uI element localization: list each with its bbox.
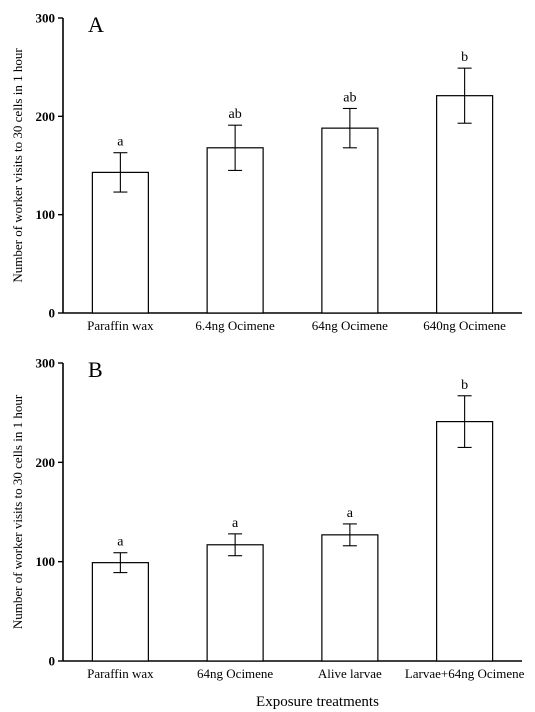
category-label: Larvae+64ng Ocimene: [405, 666, 525, 681]
y-axis-label: Number of worker visits to 30 cells in 1…: [10, 394, 25, 629]
category-label: 64ng Ocimene: [197, 666, 273, 681]
category-label: 640ng Ocimene: [423, 318, 506, 333]
panel-letter: A: [88, 12, 104, 37]
y-tick-label: 300: [36, 11, 56, 26]
bar: [206, 147, 264, 314]
panel-b: 0 100 200 300 a Paraffin wax a 64ng Ocimene a Ali…: [10, 356, 525, 711]
x-axis-label: Exposure treatments: [256, 694, 379, 710]
category-label: Alive larvae: [318, 666, 382, 681]
significance-label: ab: [343, 90, 356, 105]
y-tick-label: 100: [36, 207, 56, 222]
significance-label: a: [117, 135, 124, 150]
significance-label: a: [347, 506, 354, 521]
category-label: 64ng Ocimene: [312, 318, 388, 333]
significance-label: a: [232, 516, 239, 531]
y-tick-label: 0: [49, 306, 56, 321]
significance-label: b: [461, 50, 468, 65]
significance-label: ab: [229, 107, 242, 122]
y-tick-label: 200: [36, 455, 56, 470]
bar: [321, 534, 379, 662]
panel-a: 0 100 200 300 a Paraffin wax ab 6.4ng Ocimene ab…: [10, 11, 522, 333]
category-label: Paraffin wax: [87, 666, 154, 681]
bar: [436, 95, 494, 314]
bar: [206, 544, 264, 662]
y-tick-label: 300: [36, 356, 56, 371]
bar: [91, 171, 149, 314]
y-tick-label: 100: [36, 554, 56, 569]
panel-letter: B: [88, 357, 103, 382]
bar: [321, 127, 379, 314]
y-tick-label: 0: [49, 654, 56, 669]
y-tick-label: 200: [36, 109, 56, 124]
category-label: Paraffin wax: [87, 318, 154, 333]
y-axis-label: Number of worker visits to 30 cells in 1…: [10, 48, 25, 283]
significance-label: b: [461, 378, 468, 393]
bar: [436, 421, 494, 662]
significance-label: a: [117, 535, 124, 550]
category-label: 6.4ng Ocimene: [195, 318, 275, 333]
bar: [91, 562, 149, 662]
